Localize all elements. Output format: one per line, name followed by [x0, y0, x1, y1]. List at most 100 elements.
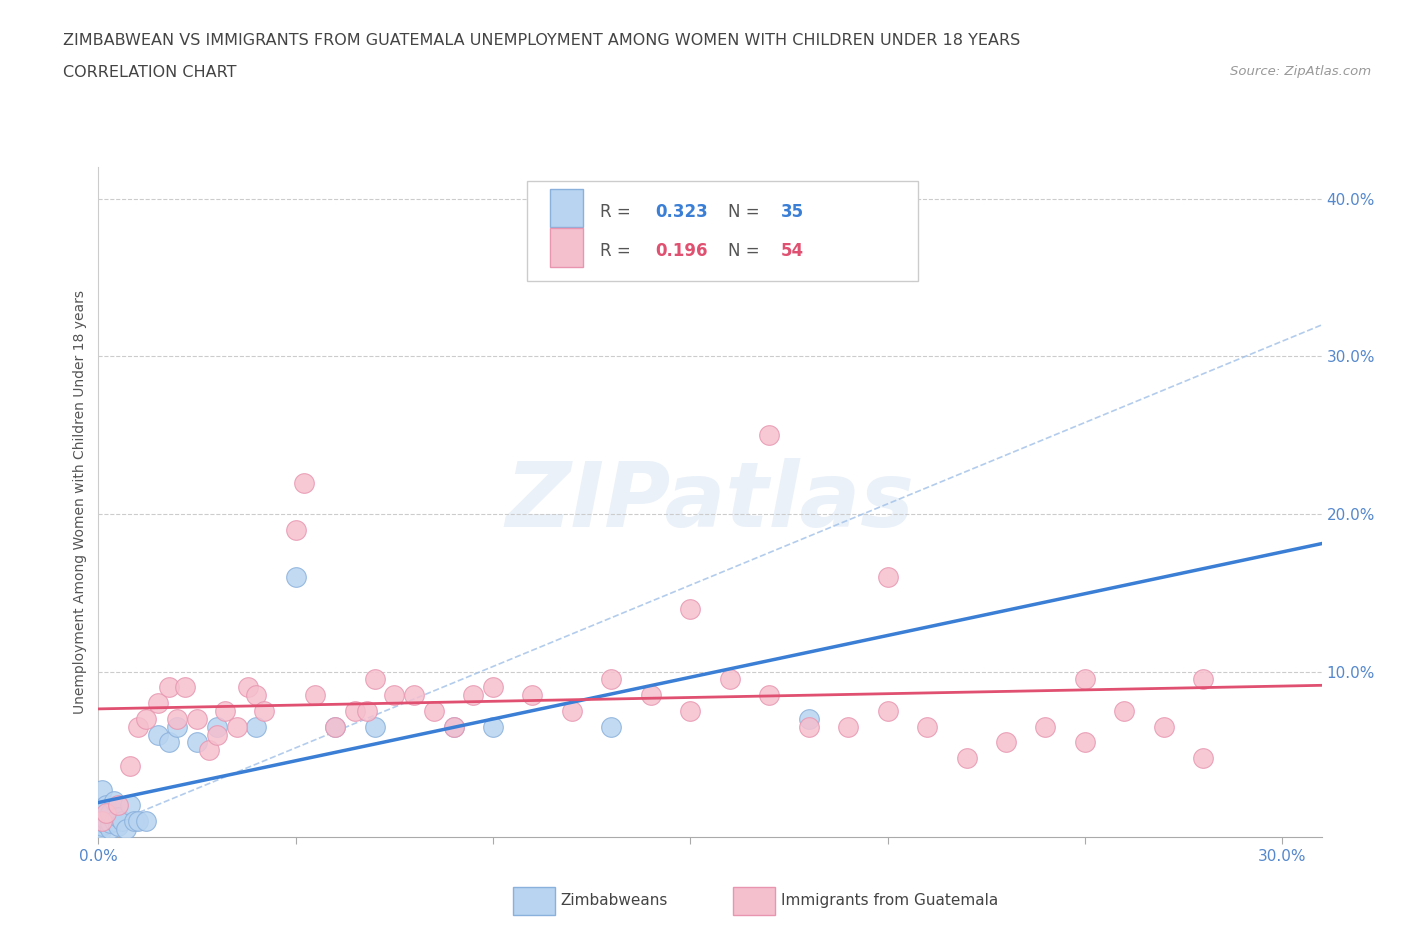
Point: [1153, 719, 1175, 734]
Point: [1114, 703, 1136, 718]
Point: [146, 696, 169, 711]
Point: [91, 814, 114, 829]
Point: [463, 688, 485, 703]
Point: [994, 735, 1017, 750]
Point: [225, 719, 247, 734]
Point: [166, 711, 188, 726]
Point: [1074, 672, 1097, 687]
Point: [284, 569, 307, 584]
Point: [103, 793, 125, 808]
Text: R =: R =: [600, 242, 636, 260]
Point: [205, 719, 228, 734]
Point: [600, 719, 623, 734]
Text: ZIMBABWEAN VS IMMIGRANTS FROM GUATEMALA UNEMPLOYMENT AMONG WOMEN WITH CHILDREN U: ZIMBABWEAN VS IMMIGRANTS FROM GUATEMALA …: [63, 33, 1021, 47]
Point: [1192, 672, 1215, 687]
Point: [96, 817, 118, 831]
Point: [423, 703, 446, 718]
Point: [107, 798, 129, 813]
Text: 0.196: 0.196: [655, 242, 707, 260]
Point: [238, 680, 260, 695]
Point: [382, 688, 405, 703]
Point: [253, 703, 276, 718]
Point: [522, 688, 544, 703]
Point: [323, 719, 346, 734]
Point: [1074, 735, 1097, 750]
Point: [356, 703, 378, 718]
Point: [679, 703, 702, 718]
Text: ZIPatlas: ZIPatlas: [506, 458, 914, 546]
Point: [159, 735, 181, 750]
FancyBboxPatch shape: [550, 229, 583, 267]
Text: N =: N =: [728, 242, 765, 260]
Point: [111, 814, 134, 829]
Point: [797, 719, 820, 734]
Point: [91, 818, 114, 833]
Point: [404, 688, 426, 703]
Point: [292, 475, 315, 490]
Point: [127, 814, 149, 829]
Text: 54: 54: [780, 242, 804, 260]
Text: CORRELATION CHART: CORRELATION CHART: [63, 65, 236, 80]
Point: [186, 711, 208, 726]
Point: [837, 719, 859, 734]
Text: Immigrants from Guatemala: Immigrants from Guatemala: [780, 893, 998, 908]
Point: [363, 672, 385, 687]
Point: [146, 727, 169, 742]
Point: [214, 703, 236, 718]
Point: [118, 798, 141, 813]
Point: [955, 751, 977, 765]
Point: [198, 743, 221, 758]
Point: [245, 688, 267, 703]
Point: [343, 703, 366, 718]
Point: [96, 806, 118, 821]
Point: [600, 672, 623, 687]
Point: [363, 719, 385, 734]
Point: [797, 711, 820, 726]
Point: [284, 523, 307, 538]
Point: [98, 806, 121, 821]
Point: [915, 719, 938, 734]
Text: 35: 35: [780, 203, 804, 220]
Point: [115, 822, 138, 837]
Point: [98, 822, 121, 837]
Text: N =: N =: [728, 203, 765, 220]
FancyBboxPatch shape: [526, 180, 918, 281]
Y-axis label: Unemployment Among Women with Children Under 18 years: Unemployment Among Women with Children U…: [73, 290, 87, 714]
Point: [98, 816, 121, 830]
Point: [482, 719, 505, 734]
Point: [245, 719, 267, 734]
Point: [96, 812, 118, 827]
Point: [118, 759, 141, 774]
Text: R =: R =: [600, 203, 636, 220]
Point: [127, 719, 149, 734]
Point: [876, 569, 898, 584]
Text: 0.323: 0.323: [655, 203, 707, 220]
Point: [107, 809, 129, 824]
Point: [443, 719, 465, 734]
Point: [876, 703, 898, 718]
Point: [679, 601, 702, 616]
Point: [323, 719, 346, 734]
Text: Zimbabweans: Zimbabweans: [561, 893, 668, 908]
FancyBboxPatch shape: [550, 189, 583, 227]
Point: [166, 719, 188, 734]
Point: [186, 735, 208, 750]
Point: [758, 688, 780, 703]
Point: [96, 798, 118, 813]
Point: [122, 814, 145, 829]
Point: [304, 688, 326, 703]
Point: [135, 814, 157, 829]
Point: [482, 680, 505, 695]
Point: [91, 822, 114, 837]
Point: [91, 782, 114, 797]
FancyBboxPatch shape: [513, 886, 555, 915]
Point: [159, 680, 181, 695]
Point: [758, 428, 780, 443]
Point: [91, 803, 114, 817]
Point: [107, 818, 129, 833]
Point: [135, 711, 157, 726]
Point: [561, 703, 583, 718]
Point: [1192, 751, 1215, 765]
Point: [205, 727, 228, 742]
Point: [91, 809, 114, 824]
